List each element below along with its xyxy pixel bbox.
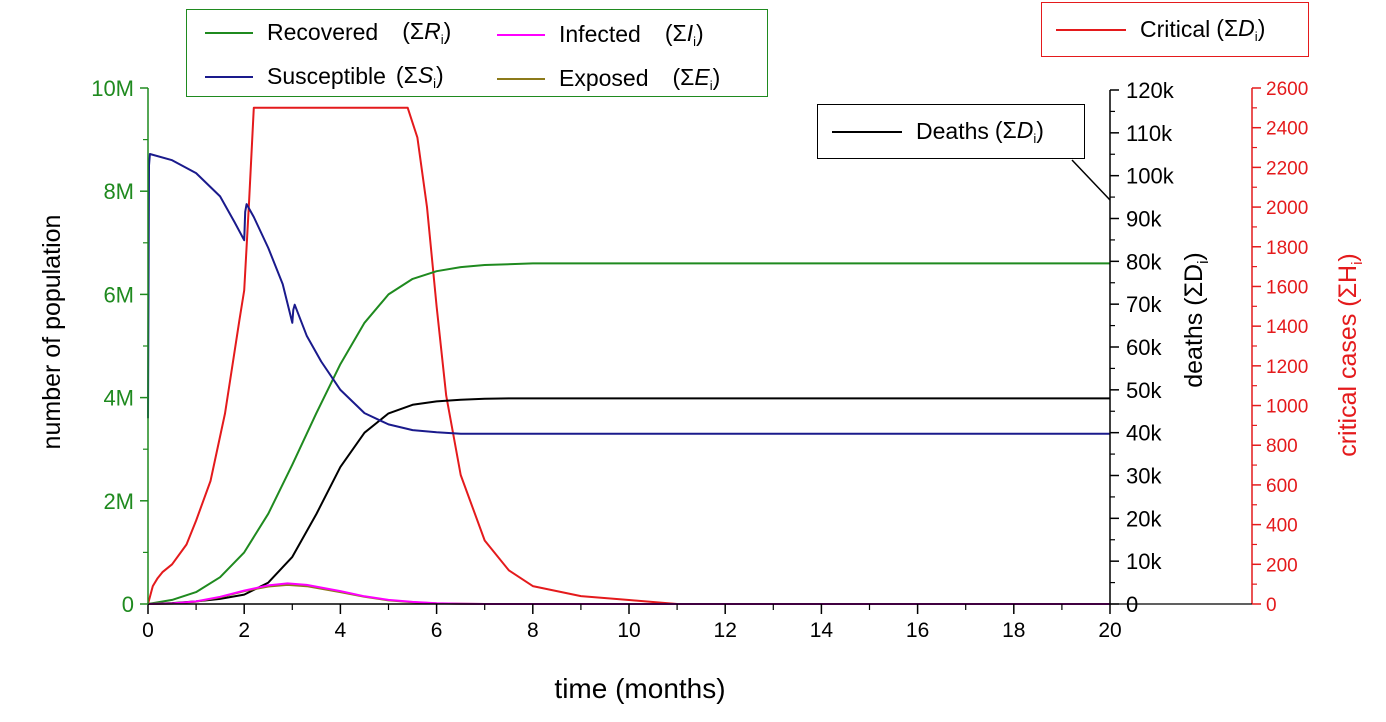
legend-swatch-susceptible bbox=[205, 75, 253, 78]
y-left-tick-label: 0 bbox=[122, 592, 134, 617]
y-deaths-tick-label: 40k bbox=[1126, 421, 1162, 446]
legend-critical: Critical (ΣDi) bbox=[1041, 2, 1309, 57]
y-axis-label-deaths: deaths (ΣDi) bbox=[1180, 252, 1212, 388]
series-line-critical bbox=[147, 106, 1110, 605]
series-line-exposed bbox=[147, 583, 1110, 605]
x-tick-label: 20 bbox=[1098, 619, 1121, 642]
legend-swatch-infected bbox=[497, 33, 545, 36]
y-critical-tick-label: 0 bbox=[1266, 595, 1277, 616]
x-tick-label: 12 bbox=[714, 619, 737, 642]
legend-item-susceptible: Susceptible (ΣSi) bbox=[205, 62, 444, 91]
series-line-susceptible bbox=[147, 153, 1110, 435]
x-tick-label: 16 bbox=[906, 619, 929, 642]
series-line-deaths bbox=[147, 397, 1110, 605]
legend-swatch-deaths bbox=[832, 130, 902, 133]
y-deaths-tick-label: 50k bbox=[1126, 378, 1162, 403]
legend-item-infected: Infected (ΣIi) bbox=[497, 20, 704, 49]
legend-item-exposed: Exposed (ΣEi) bbox=[497, 64, 720, 93]
legend-swatch-critical bbox=[1056, 28, 1126, 31]
y-axis-label-critical: critical cases (ΣHi) bbox=[1334, 253, 1366, 457]
y-critical-tick-label: 600 bbox=[1266, 476, 1298, 497]
legend-deaths: Deaths (ΣDi) bbox=[817, 104, 1085, 159]
y-axis-label-left: number of population bbox=[38, 215, 66, 450]
x-tick-label: 4 bbox=[335, 619, 347, 642]
y-critical-tick-label: 2400 bbox=[1266, 119, 1308, 140]
y-deaths-tick-label: 20k bbox=[1126, 506, 1162, 531]
y-deaths-tick-label: 110k bbox=[1126, 121, 1173, 146]
x-tick-label: 10 bbox=[617, 619, 640, 642]
y-deaths-tick-label: 10k bbox=[1126, 549, 1162, 574]
y-left-tick-label: 8M bbox=[103, 179, 134, 204]
y-deaths-tick-label: 120k bbox=[1126, 78, 1175, 103]
x-tick-label: 8 bbox=[527, 619, 539, 642]
x-axis-label: time (months) bbox=[554, 673, 725, 704]
axes: 0 2 4 6 8 10 12 14 16 18 2002M4M6M8M10M010k20k30k4… bbox=[91, 76, 1308, 642]
x-tick-label: 18 bbox=[1002, 619, 1025, 642]
y-critical-tick-label: 1200 bbox=[1266, 357, 1308, 378]
y-critical-tick-label: 2200 bbox=[1266, 158, 1308, 179]
y-critical-tick-label: 1400 bbox=[1266, 317, 1308, 338]
y-critical-tick-label: 2600 bbox=[1266, 79, 1308, 100]
y-deaths-tick-label: 30k bbox=[1126, 464, 1162, 489]
y-deaths-tick-label: 80k bbox=[1126, 249, 1162, 274]
y-left-tick-label: 10M bbox=[91, 76, 134, 101]
legend-main: Recovered (ΣRi) Infected (ΣIi) Susceptib… bbox=[186, 9, 768, 97]
y-deaths-tick-label: 60k bbox=[1126, 335, 1162, 360]
y-critical-tick-label: 2000 bbox=[1266, 198, 1308, 219]
series-line-recovered bbox=[147, 262, 1110, 605]
y-deaths-tick-label: 100k bbox=[1126, 164, 1175, 189]
y-critical-tick-label: 1800 bbox=[1266, 238, 1308, 259]
x-tick-label: 0 bbox=[142, 619, 154, 642]
y-left-tick-label: 4M bbox=[103, 386, 134, 411]
y-deaths-tick-label: 90k bbox=[1126, 207, 1162, 232]
deaths-legend-leader bbox=[1071, 159, 1111, 201]
y-critical-tick-label: 1600 bbox=[1266, 277, 1308, 298]
y-left-tick-label: 6M bbox=[103, 282, 134, 307]
legend-item-recovered: Recovered (ΣRi) bbox=[205, 18, 451, 47]
y-critical-tick-label: 200 bbox=[1266, 555, 1298, 576]
y-critical-tick-label: 800 bbox=[1266, 436, 1298, 457]
x-tick-label: 14 bbox=[810, 619, 834, 642]
x-tick-label: 6 bbox=[431, 619, 443, 642]
y-critical-tick-label: 400 bbox=[1266, 516, 1298, 537]
legend-swatch-recovered bbox=[205, 31, 253, 34]
legend-item-deaths: Deaths (ΣDi) bbox=[832, 117, 1044, 146]
y-deaths-tick-label: 70k bbox=[1126, 292, 1162, 317]
y-left-tick-label: 2M bbox=[103, 489, 134, 514]
legend-item-critical: Critical (ΣDi) bbox=[1056, 15, 1265, 44]
plot-lines bbox=[147, 106, 1110, 605]
x-tick-label: 2 bbox=[238, 619, 250, 642]
legend-swatch-exposed bbox=[497, 77, 545, 80]
y-critical-tick-label: 1000 bbox=[1266, 397, 1308, 418]
